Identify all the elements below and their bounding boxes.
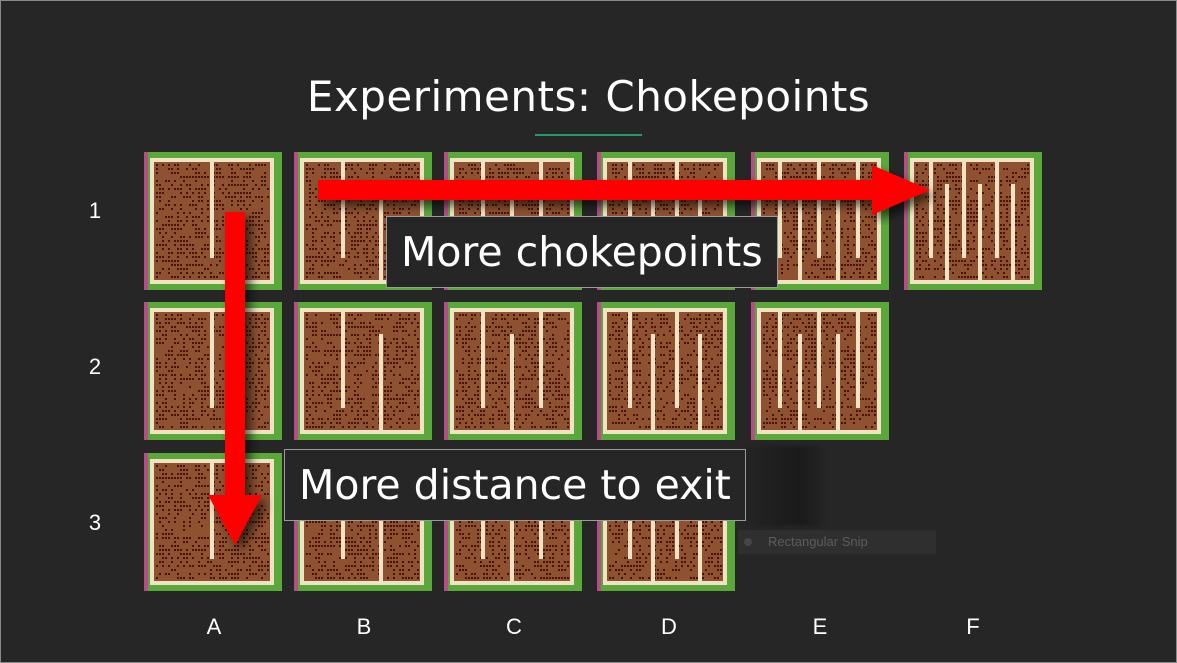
maze-2d [597,302,735,440]
maze-1f [904,152,1042,290]
maze-3a [144,453,282,591]
vertical-arrow [208,212,262,545]
maze-2e [751,302,889,440]
snip-label: Rectangular Snip [768,534,868,549]
vertical-arrow-shaft [225,212,245,502]
maze-image [597,302,735,440]
horizontal-arrow-shaft [318,180,878,200]
row-label-1: 1 [88,198,102,223]
row-label-3: 3 [88,510,102,535]
slide-title: Experiments: Chokepoints [306,72,871,121]
horizontal-arrow-head [872,165,930,215]
column-label-C: C [506,614,522,639]
vertical-arrow-head [208,495,262,545]
row-label-2: 2 [88,354,102,379]
callout-more-distance: More distance to exit [284,449,746,521]
column-label-E: E [812,614,828,639]
horizontal-arrow [318,165,930,215]
title-underline [535,134,642,136]
snip-bullet-icon [744,538,752,546]
callout-more-chokepoints: More chokepoints [386,216,778,288]
column-label-B: B [356,614,372,639]
maze-2b [294,302,432,440]
maze-image [144,453,282,591]
maze-image [904,152,1042,290]
maze-image [294,302,432,440]
rectangular-snip-tooltip: Rectangular Snip [738,530,936,554]
maze-2c [444,302,582,440]
maze-image [751,302,889,440]
maze-image [444,302,582,440]
column-label-A: A [206,614,222,639]
column-label-D: D [661,614,677,639]
column-label-F: F [966,614,980,639]
drop-shadow-artifact [745,446,823,526]
